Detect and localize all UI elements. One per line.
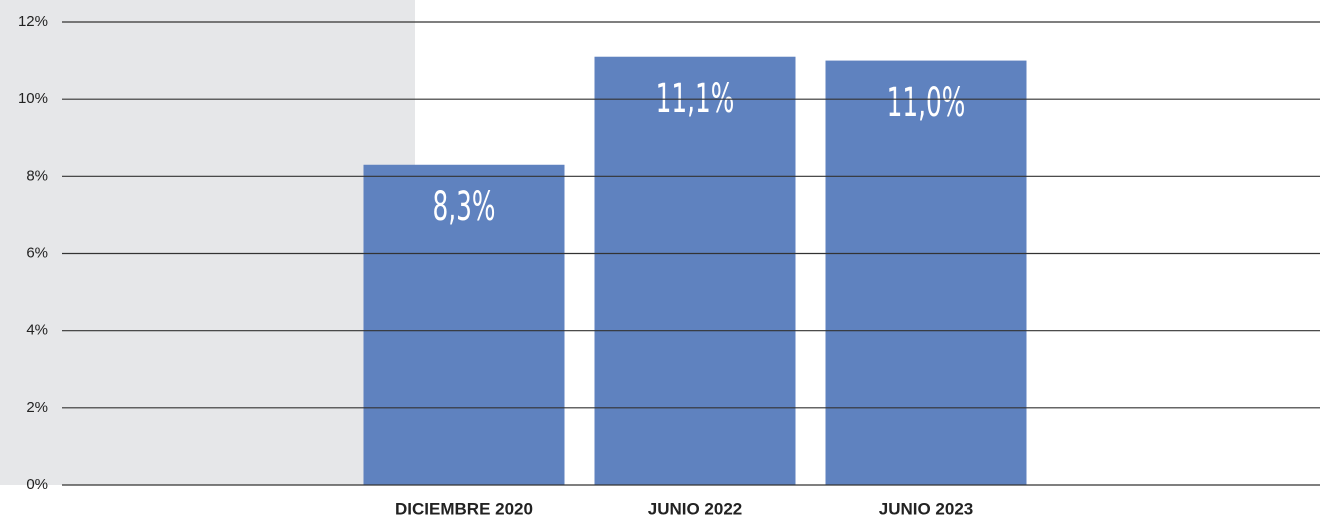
y-tick-label: 8%: [26, 167, 48, 184]
y-tick-label: 4%: [26, 322, 48, 339]
y-tick-label: 6%: [26, 244, 48, 261]
bar: [825, 60, 1027, 485]
y-tick-label: 0%: [26, 476, 48, 493]
bar: [363, 164, 565, 485]
y-tick-label: 10%: [18, 90, 48, 107]
y-tick-label: 12%: [18, 13, 48, 30]
x-tick-label: JUNIO 2022: [648, 499, 743, 518]
value-label: 11,1%: [656, 75, 735, 122]
value-label: 11,0%: [887, 79, 966, 126]
x-tick-label: JUNIO 2023: [879, 499, 974, 518]
shaded-region: [0, 0, 415, 485]
y-tick-label: 2%: [26, 399, 48, 416]
bar: [594, 56, 796, 485]
x-tick-label: DICIEMBRE 2020: [395, 499, 533, 518]
value-label: 8,3%: [433, 183, 496, 230]
